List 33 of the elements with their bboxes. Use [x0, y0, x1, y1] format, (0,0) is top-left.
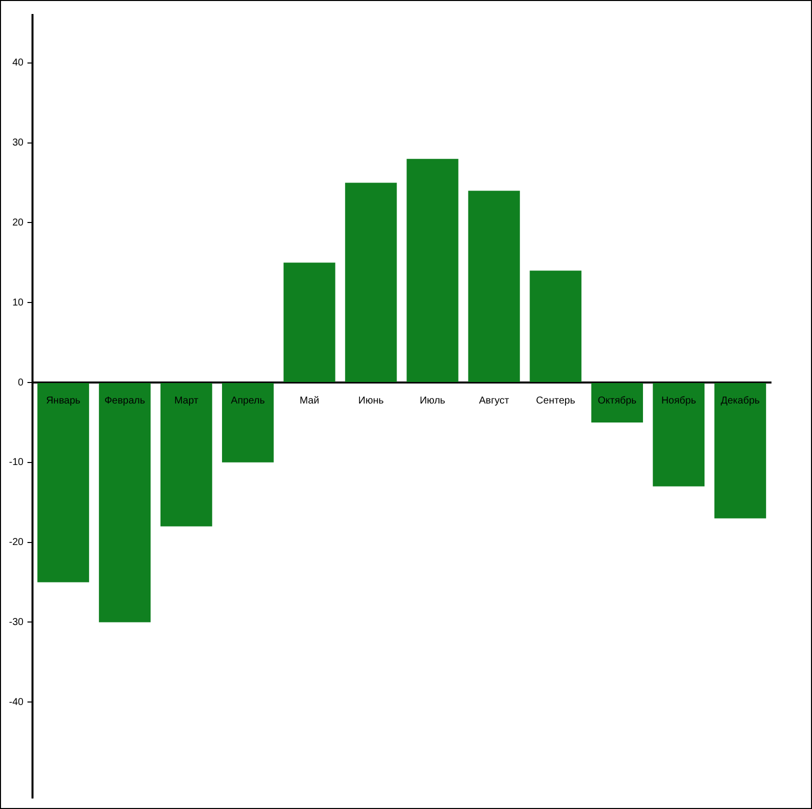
bar [530, 270, 582, 382]
y-tick-label: 40 [12, 58, 24, 69]
bar [37, 383, 90, 582]
bar [406, 158, 458, 382]
y-tick-label: -40 [9, 696, 24, 708]
bar [468, 190, 520, 382]
x-tick-label: Апрель [230, 395, 265, 406]
x-tick-label: Февраль [104, 395, 146, 406]
y-tick-label: 20 [12, 217, 24, 228]
bar [222, 383, 274, 462]
x-tick-label: Январь [46, 395, 80, 406]
x-tick-label: Ноябрь [661, 395, 696, 406]
x-tick-label: Июль [420, 395, 446, 406]
x-tick-label: Март [174, 395, 199, 406]
y-tick-label: -10 [9, 457, 24, 468]
x-tick-label: Сентерь [536, 395, 576, 406]
x-tick-label: Октябрь [598, 395, 637, 406]
y-tick-label: 10 [12, 297, 24, 308]
bar [591, 383, 643, 422]
y-tick-label: 0 [18, 377, 24, 388]
x-tick-label: Май [300, 395, 320, 406]
bar [98, 383, 151, 622]
y-tick-label: 30 [12, 138, 24, 149]
y-tick-label: -30 [9, 616, 24, 628]
bar [652, 383, 705, 486]
bar [345, 182, 397, 382]
x-tick-label: Декабрь [720, 395, 760, 406]
y-tick-label: -20 [9, 537, 24, 548]
bar [160, 383, 212, 526]
x-tick-label: Июнь [358, 395, 384, 406]
bar [284, 262, 336, 382]
x-tick-label: Август [478, 395, 510, 406]
bar [714, 383, 766, 518]
